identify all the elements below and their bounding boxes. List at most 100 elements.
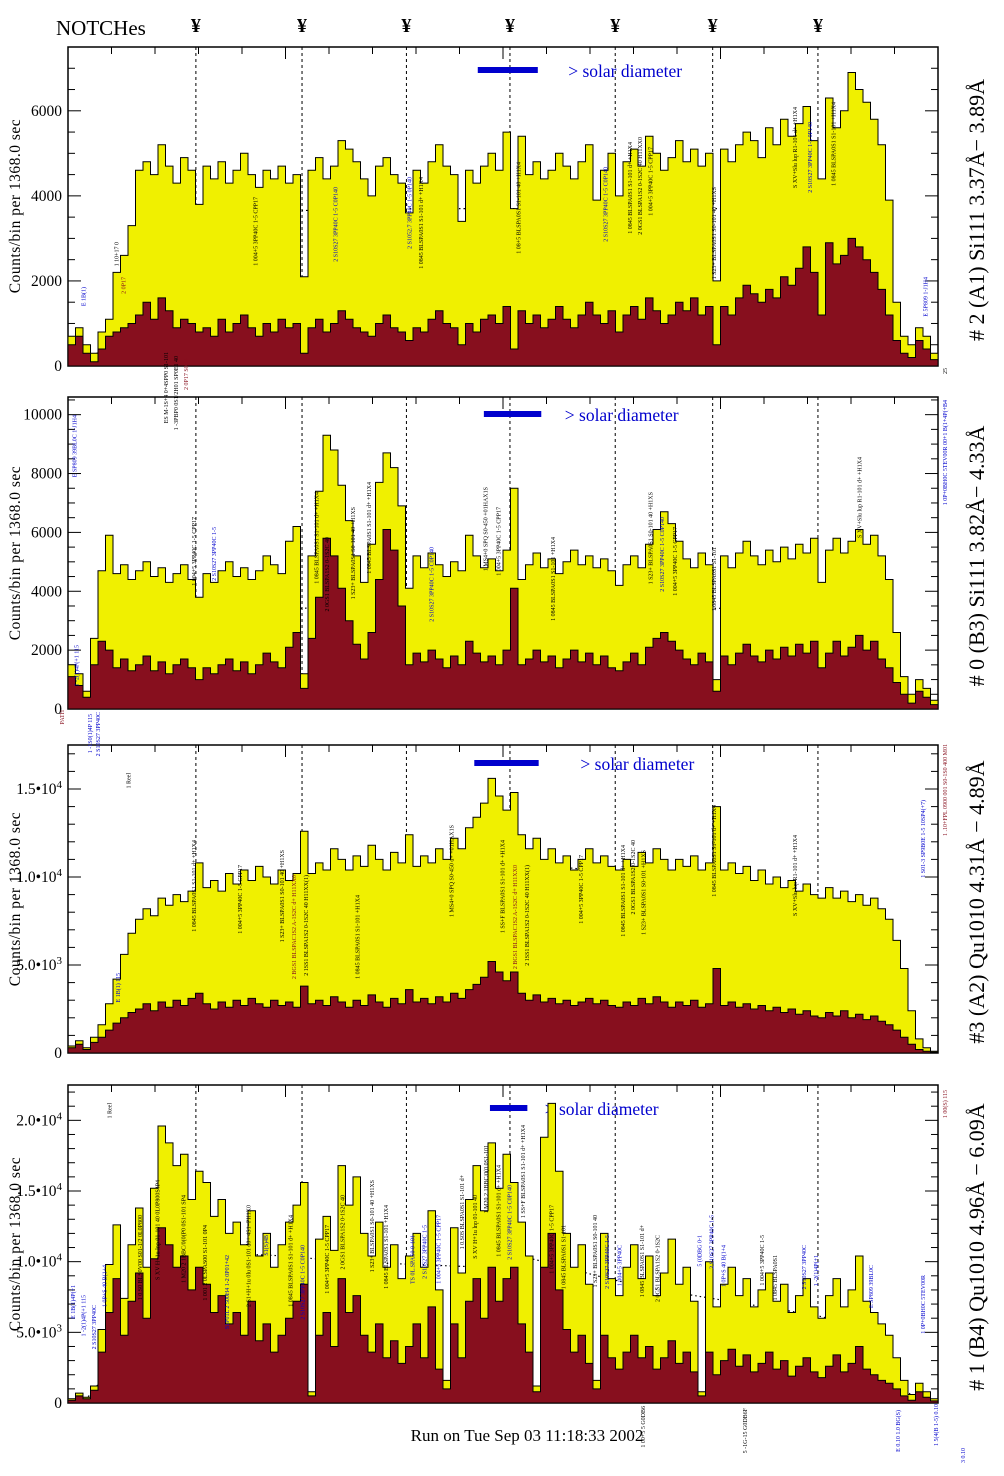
micro-annotation: 2 S10S27 3PP40C 1-5 C0P140 <box>603 167 609 242</box>
micro-annotation: S XV+Slu lup R1-101 d+ +H1X4 <box>793 835 799 916</box>
micro-annotation: E 1B(1)4P(+1 <box>70 1285 77 1319</box>
micro-annotation: 1 MS4+0 SPQ S0-450 d+ +01HAX1S <box>449 825 455 917</box>
micro-annotation: 2 1SS1 BLSPA1S2 0-1S2C 40 H11XX(1) <box>524 865 531 966</box>
red-histogram <box>67 237 939 367</box>
notch-symbol-1: ¥ <box>190 15 201 37</box>
right-label-panel3: #3 (A2) Qu1010 4.31Å − 4.89Å <box>964 760 989 1044</box>
notches-title: NOTCHes <box>56 16 146 40</box>
micro-annotation: 1 0845 BLSPA0S1 S1-101 d+ +H1X4 <box>288 1215 294 1307</box>
yellow-histogram <box>67 72 939 367</box>
footer-micro-annotation: E 0.10 1.0 BG(S) <box>895 1410 902 1452</box>
micro-annotation: 1 08+5 BLSPA0S1 S1-101 40 +H1X4 <box>516 162 522 254</box>
notch-symbol-5: ¥ <box>610 15 621 37</box>
yellow-histogram <box>67 434 939 710</box>
run-timestamp: Run on Tue Sep 03 11:18:33 2002 <box>410 1426 644 1445</box>
micro-annotation: 1 S23+ BLSPA0S1 S0-101 40 +H1XS <box>712 187 718 279</box>
micro-annotation: 2 S10S27 3PP40C 1-5 C0P140 <box>660 517 666 592</box>
footer-micro-annotation: 1 -1S0(1)4P 115 <box>87 714 94 753</box>
micro-annotation: 1 0P+0BH0C 5TEV00R <box>921 1275 927 1334</box>
y-tick-label: 5.0•103 <box>16 1322 62 1341</box>
micro-annotation: 1 0.S0S BLSPA0S1 S1-101 d+ <box>460 1174 466 1249</box>
micro-annotation: E SP809 39BL0C <box>869 1265 875 1308</box>
micro-annotation: 1 -2(1)4P(+1 115 <box>73 645 80 687</box>
micro-annotation: 1 0P+S 40 B(1+4 <box>101 1265 108 1307</box>
y-tick-label: 8000 <box>31 466 62 483</box>
right-label-panel2: # 0 (B3) Si111 3.82Å− 4.33Å <box>964 425 989 687</box>
y-axis-label-panel3: Counts/bin per 1368.0 sec <box>7 811 24 987</box>
solar-diameter-label: > solar diameter <box>568 61 682 81</box>
micro-annotation: 1 004+5 3PP40C 1-5 CPP17 <box>325 1225 331 1294</box>
micro-annotation: 2 S10S27 3PP40C 1-5 <box>605 1235 611 1289</box>
y-tick-label: 0 <box>54 1395 62 1412</box>
micro-annotation: S1(S)4B <box>263 1235 270 1256</box>
micro-annotation: 1 0845 BLSPA0S1 S1-101 d+ +H1X4 <box>367 482 373 574</box>
micro-annotation: 1 0845 BLSPA0S1 S1-101 d+ +H1X4 <box>315 492 321 584</box>
micro-annotation: E 5P809 1-J1H4 <box>924 277 930 317</box>
y-tick-label: 4000 <box>31 188 62 205</box>
micro-annotation: 2 S10S27 3PP40C 1-5 <box>212 527 218 581</box>
micro-annotation: 1 0845 BLSPA0S1 S1-101 d+ +H1X4 <box>712 805 718 897</box>
micro-annotation: E 1B(1) 115 <box>115 973 122 1002</box>
panel-2: 0 2000 4000 6000 8000 10000 > solar diameter <box>23 396 939 718</box>
footer-micro-annotation: 1 0P+0BH0C 5TEV00R 00+1 B(1+4P(+B4 <box>942 400 949 505</box>
footer-micro-annotation: 2 S10S27 3PP40C <box>96 712 102 756</box>
footer-micro-annotation: 3 0.10 <box>961 1448 967 1463</box>
micro-annotation: E 1B(1) <box>80 287 87 306</box>
solar-diameter-bar <box>483 411 542 417</box>
micro-annotation: S XV H+1u lnp 01-101 40 <box>473 1195 479 1259</box>
micro-annotation: 1 -2(1)4P(+1 115 <box>80 1295 87 1337</box>
micro-annotation: 1 0845 BLSPA0S1 S1-101 d+ +H1X4 <box>496 1165 502 1257</box>
y-axis-label-panel1: Counts/bin per 1368.0 sec <box>7 118 24 294</box>
micro-annotation: 1 0845 BLSPA0S1 S1-101 <box>712 547 718 611</box>
y-tick-label: 5.0•103 <box>16 955 62 974</box>
micro-annotation: 2 BGS1 BLSPAC1S2 A-1S2C d+ H11XX0 <box>513 865 519 969</box>
micro-annotation: 2 S10S27 3PP40C 1-5 C0P140 <box>429 547 435 622</box>
micro-annotation: 1 0845 BLSPA0S1 S1-101 d+ +H1X4 <box>192 840 198 932</box>
micro-annotation: 1 MS4+0 SPQ S0-450 +01HAX1S <box>483 487 489 571</box>
footer-micro-annotation: ES M-1S+4 0+4SPP0 S1-101 <box>164 352 170 423</box>
y-axis-label-panel4: Counts/bin per 1368.0 sec <box>7 1156 24 1332</box>
micro-annotation: 1 0845 BLSPA0S1 S1-101 d+ +H1X4 <box>419 177 425 269</box>
micro-annotation: 5 (0DBG 0-1 <box>696 1235 703 1267</box>
y-tick-label: 1.0•104 <box>16 1252 62 1271</box>
right-label-panel1: # 2 (A1) Si111 3.37Å− 3.89Å <box>964 79 989 341</box>
y-tick-label: 6000 <box>31 103 62 120</box>
micro-annotation: 1 004+5 3PP40C 1-5 CPP17 <box>192 517 198 586</box>
micro-annotation: TS 0L.SPAS0 0-101 <box>410 1235 416 1284</box>
micro-annotation: 1 10+17 0 <box>114 242 120 266</box>
micro-annotation: E SP809 39BL0C 1-J1H4 <box>73 415 79 477</box>
micro-annotation: 1 S23+ BLSPA0S1 S0-101 40 +H1XS <box>351 507 357 599</box>
micro-annotation: 2 0GS1 BLSPA1S2 0-1S2C 40 <box>325 537 331 611</box>
micro-annotation: 1 0P+S 40 B(1+4 <box>721 1245 728 1287</box>
micro-annotation: 1 0845 BLSPA0S1 S1-101 d+ +H1X4 <box>621 845 627 937</box>
notch-symbol-3: ¥ <box>401 15 412 37</box>
micro-annotation: 1 0845 BLSPA0S1 S1-101 +H1X4 <box>551 537 557 621</box>
footer-micro-annotation: PATH <box>60 709 66 724</box>
micro-annotation: 1 004+5 3PP40C 1-5 CPP17 <box>649 147 655 216</box>
micro-annotation: 2 0GS1 BLSPA1S2 0-1S2C <box>656 1235 662 1302</box>
red-histogram <box>67 1227 939 1404</box>
micro-annotation: 1 0845 BLSPA0S1 S1-101 <box>562 1225 568 1289</box>
micro-annotation: 2 S10S27 3PP40C 1-5 0P140 <box>808 122 814 193</box>
micro-annotation: 1 004+5 3PP40C <box>617 1245 623 1286</box>
micro-annotation: 1 0845 BLSPA0S1 S1-101 d+ <box>640 1224 646 1297</box>
micro-annotation: 1 004+5 3PP40C 1-5 CPP17 <box>549 1205 555 1274</box>
micro-annotation: 1 S23+ BLSPA0S1 S0-101 +H1XS <box>642 850 648 935</box>
notch-symbol-6: ¥ <box>707 15 718 37</box>
micro-annotation: 2 0GS1 BLSPA1S2 0-1S2C 40 <box>341 1195 347 1269</box>
red-histogram <box>67 961 939 1054</box>
micro-annotation: 2 0GS1 BLSPA1S2 0-1S2C 40 <box>631 840 637 914</box>
micro-annotation: 1 004+5 3PP40C 1-5 CPP17 <box>579 855 585 924</box>
right-label-panel4: # 1 (B4) Qu1010 4.96Å − 6.09Å <box>964 1103 989 1391</box>
y-tick-label: 6000 <box>31 524 62 541</box>
micro-annotation: 2 0P17 <box>121 277 127 294</box>
solar-diameter-bar <box>477 67 538 73</box>
y-tick-label: 0 <box>54 701 62 718</box>
micro-annotation: 1 004+5 3PP40C 1-5 CPP17 <box>673 527 679 596</box>
solar-diameter-bar <box>474 760 539 766</box>
footer-micro-annotation: 1 00+5 5 G0DB6 <box>641 1406 647 1448</box>
footer-micro-annotation: 2 0P17 S0H4 <box>184 358 190 390</box>
y-tick-label: 4000 <box>31 583 62 600</box>
y-tick-label: 2000 <box>31 642 62 659</box>
